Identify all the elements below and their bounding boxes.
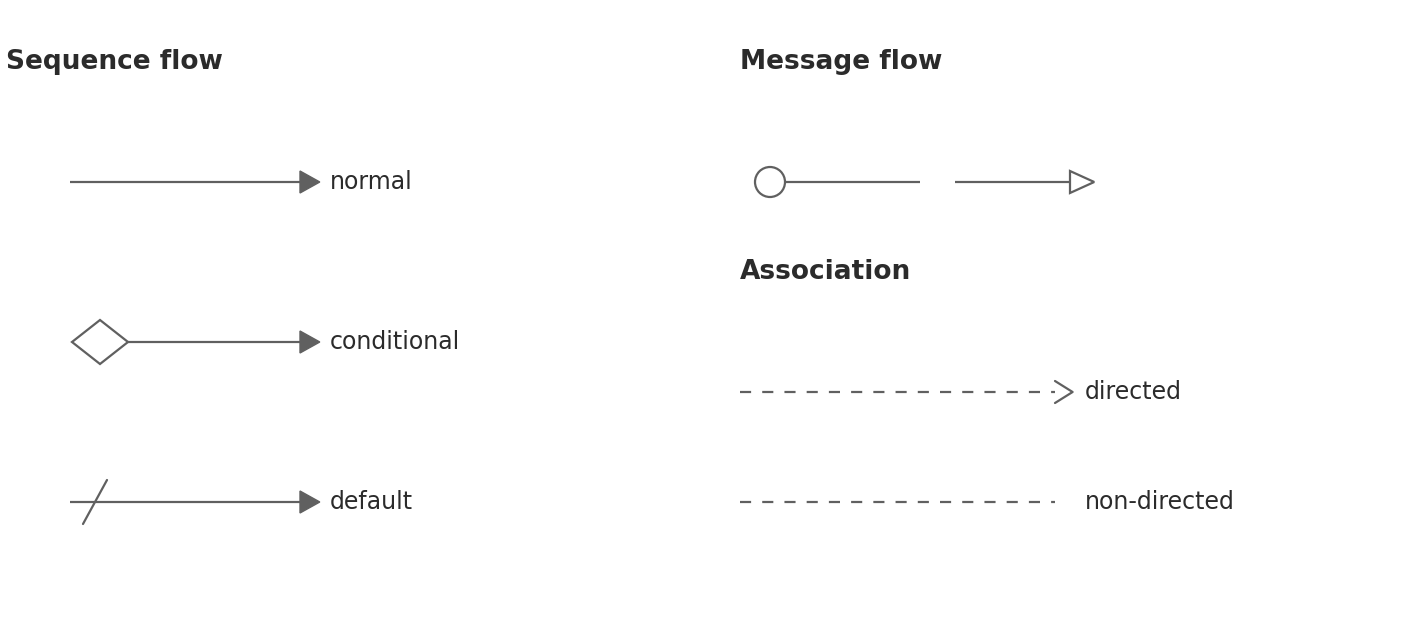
Text: directed: directed xyxy=(1086,380,1182,404)
Polygon shape xyxy=(300,491,320,513)
Text: conditional: conditional xyxy=(330,330,460,354)
Text: non-directed: non-directed xyxy=(1086,490,1235,514)
Polygon shape xyxy=(300,331,320,353)
Text: default: default xyxy=(330,490,413,514)
Text: Association: Association xyxy=(740,259,911,285)
Text: Message flow: Message flow xyxy=(740,49,942,75)
Text: Sequence flow: Sequence flow xyxy=(6,49,223,75)
Text: normal: normal xyxy=(330,170,413,194)
Polygon shape xyxy=(300,171,320,193)
